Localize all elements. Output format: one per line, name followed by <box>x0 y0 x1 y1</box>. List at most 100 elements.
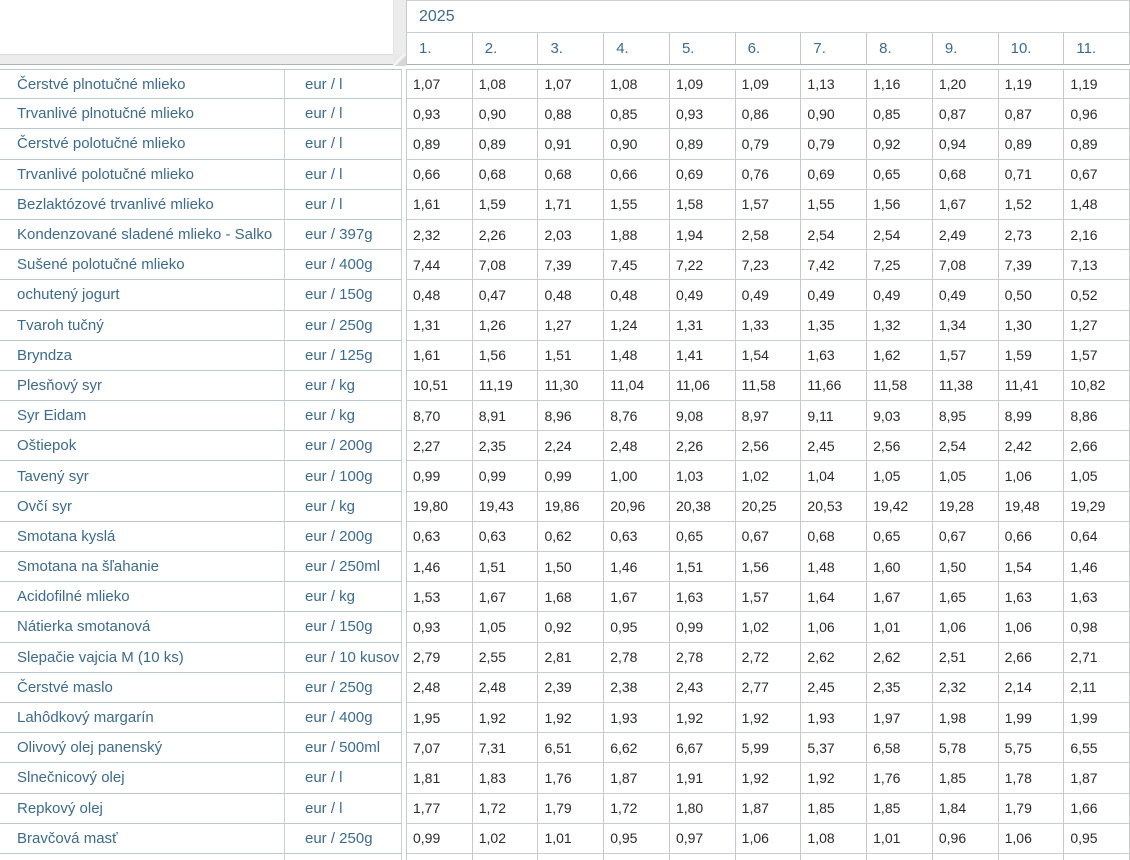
unit-cell: eur / l <box>285 69 402 100</box>
value-cell: 0,69 <box>669 159 736 190</box>
value-cell: 1,08 <box>604 69 670 100</box>
value-cells: 0,99 0,99 0,99 1,00 1,03 1,02 1,04 1,05 1,05 1,06… <box>406 461 1130 492</box>
value-cell: 2,54 <box>932 431 999 462</box>
value-cell <box>801 853 868 860</box>
value-cell: 1,76 <box>867 763 933 794</box>
unit-cell: eur / 10 kusov <box>285 642 402 673</box>
value-cell: 1,58 <box>669 189 736 220</box>
value-cell: 1,32 <box>867 310 933 341</box>
unit-cell: eur / l <box>285 189 402 220</box>
table-row: Bryndza eur / 125g 1,61 1,56 1,51 1,48 1,41 1,5… <box>0 340 1130 371</box>
value-cell: 1,31 <box>406 310 473 341</box>
value-cell: 1,54 <box>998 552 1065 583</box>
month-header-cell: 3. <box>538 33 605 65</box>
value-cell: 2,72 <box>735 642 802 673</box>
product-name-cell <box>0 853 285 860</box>
value-cell: 6,62 <box>604 733 670 764</box>
value-cell: 1,87 <box>604 763 670 794</box>
value-cells: 1,95 1,92 1,92 1,93 1,92 1,92 1,93 1,97 1,98 1,99… <box>406 702 1130 734</box>
value-cells: 0,93 1,05 0,92 0,95 0,99 1,02 1,06 1,01 1,06 1,06… <box>406 612 1130 643</box>
value-cell: 2,32 <box>406 219 473 251</box>
value-cell: 1,93 <box>801 702 868 734</box>
table-row: Bezlaktózové trvanlivé mlieko eur / l 1,61… <box>0 189 1130 220</box>
value-cell: 0,47 <box>472 280 539 311</box>
month-header-cell: 4. <box>604 33 670 65</box>
value-cell: 0,68 <box>932 159 999 190</box>
year-label: 2025 <box>419 7 455 25</box>
value-cell: 1,60 <box>867 552 933 583</box>
table-row: Čerstvé maslo eur / 250g 2,48 2,48 2,39 2,38 2… <box>0 672 1130 703</box>
product-name-cell: Bryndza <box>0 340 285 371</box>
value-cell: 0,49 <box>932 280 999 311</box>
value-cell: 0,91 <box>538 129 605 160</box>
product-name-cell: Smotana na šľahanie <box>0 552 285 583</box>
value-cell: 1,67 <box>932 189 999 220</box>
product-name-cell: Repkový olej <box>0 793 285 824</box>
product-name-cell: Sušené polotučné mlieko <box>0 250 285 281</box>
value-cell: 8,76 <box>604 401 670 432</box>
value-cell: 6,67 <box>669 733 736 764</box>
value-cell: 1,02 <box>472 823 539 854</box>
value-cells: 2,79 2,55 2,81 2,78 2,78 2,72 2,62 2,62 2,51 2,66… <box>406 642 1130 673</box>
value-cell: 1,51 <box>669 552 736 583</box>
unit-cell: eur / kg <box>285 582 402 613</box>
value-cell: 0,48 <box>604 280 670 311</box>
value-cell: 1,57 <box>932 340 999 371</box>
value-cell: 2,43 <box>669 672 736 703</box>
value-cell: 1,92 <box>735 702 802 734</box>
value-cell: 2,32 <box>932 672 999 703</box>
value-cells: 1,61 1,56 1,51 1,48 1,41 1,54 1,63 1,62 1,57 1,59… <box>406 340 1130 371</box>
value-cell: 0,49 <box>801 280 868 311</box>
value-cell: 0,67 <box>735 521 802 552</box>
value-cell: 0,89 <box>472 129 539 160</box>
value-cell: 0,65 <box>867 159 933 190</box>
table-row: Nátierka smotanová eur / 150g 0,93 1,05 0,92… <box>0 612 1130 643</box>
month-header-row: 1. 2. 3. 4. 5. 6. 7. 8. 9. 10. 11. <box>406 33 1130 65</box>
unit-cell: eur / kg <box>285 401 402 432</box>
period-header: 2025 1. 2. 3. 4. 5. 6. 7. 8. 9. 10. 11. <box>406 0 1130 65</box>
value-cell: 2,73 <box>998 219 1065 251</box>
value-cell: 1,92 <box>801 763 868 794</box>
value-cells: 1,07 1,08 1,07 1,08 1,09 1,09 1,13 1,16 1,20 1,19… <box>406 69 1130 100</box>
value-cell: 8,95 <box>932 401 999 432</box>
table-row: Repkový olej eur / l 1,77 1,72 1,79 1,72 1,80 1… <box>0 793 1130 824</box>
value-cell: 2,26 <box>669 431 736 462</box>
value-cell: 2,03 <box>538 219 605 251</box>
value-cells: 1,46 1,51 1,50 1,46 1,51 1,56 1,48 1,60 1,50 1,54… <box>406 552 1130 583</box>
table-row: Tavený syr eur / 100g 0,99 0,99 0,99 1,00 1,03… <box>0 461 1130 492</box>
value-cell: 20,38 <box>669 491 736 522</box>
unit-cell: eur / l <box>285 159 402 190</box>
value-cell: 1,57 <box>1064 340 1130 371</box>
product-name-cell: Slnečnicový olej <box>0 763 285 794</box>
value-cell: 19,48 <box>998 491 1065 522</box>
table-row: Plesňový syr eur / kg 10,51 11,19 11,30 11,04… <box>0 370 1130 402</box>
value-cells: 7,44 7,08 7,39 7,45 7,22 7,23 7,42 7,25 7,08 7,39… <box>406 250 1130 281</box>
value-cell: 2,55 <box>472 642 539 673</box>
value-cell: 6,58 <box>867 733 933 764</box>
value-cells: 1,61 1,59 1,71 1,55 1,58 1,57 1,55 1,56 1,67 1,52… <box>406 189 1130 220</box>
product-name-cell: Oštiepok <box>0 431 285 462</box>
value-cell: 0,49 <box>669 280 736 311</box>
value-cell: 0,67 <box>932 521 999 552</box>
product-name-cell: ochutený jogurt <box>0 280 285 311</box>
product-name-cell: Acidofilné mlieko <box>0 582 285 613</box>
value-cell: 2,62 <box>801 642 868 673</box>
value-cell: 1,63 <box>998 582 1065 613</box>
value-cell: 7,39 <box>538 250 605 281</box>
value-cell: 1,50 <box>538 552 605 583</box>
value-cell: 1,06 <box>801 612 868 643</box>
value-cell: 0,69 <box>801 159 868 190</box>
value-cell: 0,64 <box>1064 521 1130 552</box>
unit-cell <box>285 853 402 860</box>
value-cell: 1,33 <box>735 310 802 341</box>
value-cell: 0,97 <box>669 823 736 854</box>
value-cell: 1,84 <box>932 793 999 824</box>
value-cell: 1,09 <box>735 69 802 100</box>
value-cell: 2,14 <box>998 672 1065 703</box>
value-cell: 0,99 <box>406 461 473 492</box>
value-cell: 0,67 <box>1064 159 1130 190</box>
value-cell: 1,88 <box>604 219 670 251</box>
product-name-cell: Olivový olej panenský <box>0 733 285 764</box>
value-cell: 0,89 <box>406 129 473 160</box>
table-body[interactable]: Čerstvé plnotučné mlieko eur / l 1,07 1,08 1… <box>0 69 1130 860</box>
